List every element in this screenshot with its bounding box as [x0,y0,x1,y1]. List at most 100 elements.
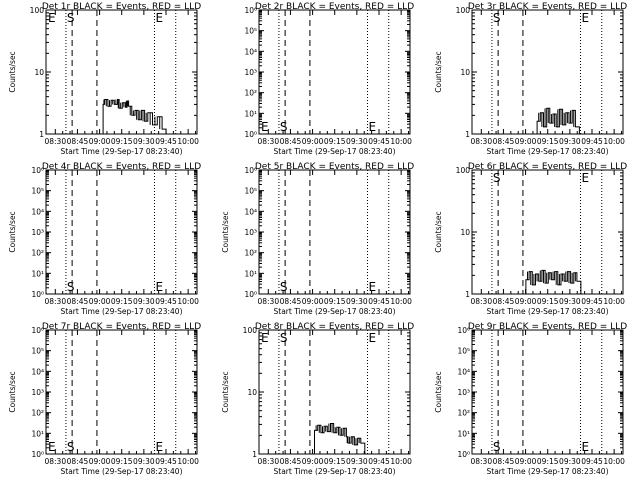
x-tick-label: 08:30 [470,457,492,466]
y-tick-label: 10⁰ [244,290,257,299]
y-axis-label: Counts/sec [434,211,443,252]
panel-8: Det 8r BLACK = Events, RED = LLD 1 10 100 08… [221,322,414,476]
x-axis-label: Start Time (29-Sep-17 08:23:40) [274,307,396,316]
x-axis-label: Start Time (29-Sep-17 08:23:40) [274,147,396,156]
x-tick-label: 09:30 [559,297,581,306]
y-tick-label: 10² [457,409,470,418]
x-tick-label: 10:00 [177,457,199,466]
y-tick-label: 10² [31,409,44,418]
x-tick-label: 08:30 [470,137,492,146]
x-tick-label: 08:45 [67,137,89,146]
x-tick-label: 09:00 [302,297,324,306]
marker-e: E [581,11,589,25]
x-axis-label: Start Time (29-Sep-17 08:23:40) [487,147,609,156]
y-tick-label: 10³ [244,68,257,77]
y-tick-label: 10⁰ [31,450,44,459]
panel-9: Det 9r BLACK = Events, RED = LLD 10⁰ 10¹ 10… [434,322,627,476]
y-tick-label: 10³ [31,388,44,397]
x-tick-label: 09:30 [133,457,155,466]
y-tick-label: 10² [244,249,257,258]
x-tick-label: 09:15 [111,137,133,146]
x-tick-label: 09:30 [346,297,368,306]
y-tick-label: 10⁶ [457,326,470,335]
panel-4: Det 4r BLACK = Events, RED = LLD 10⁰ 10¹ 10… [8,162,201,316]
panel-title: Det 4r BLACK = Events, RED = LLD [42,162,201,172]
y-tick-label: 10 [460,68,470,77]
y-tick-label: 10⁴ [457,367,470,376]
x-tick-label: 10:00 [603,137,625,146]
marker-s: S [493,440,501,454]
x-tick-label: 08:30 [44,457,66,466]
x-tick-label: 09:15 [324,297,346,306]
x-tick-label: 09:45 [368,137,390,146]
x-tick-label: 10:00 [177,297,199,306]
x-tick-label: 10:00 [177,137,199,146]
marker-s: S [67,11,75,25]
y-tick-label: 100 [456,166,471,175]
y-tick-label: 100 [243,326,258,335]
panel-7: Det 7r BLACK = Events, RED = LLD 10⁰ 10¹ 10… [8,322,201,476]
x-tick-label: 08:45 [493,457,515,466]
y-tick-label: 10² [31,249,44,258]
x-tick-label: 10:00 [603,457,625,466]
x-tick-label: 10:00 [603,297,625,306]
x-axis-label: Start Time (29-Sep-17 08:23:40) [61,147,183,156]
y-axis-label: Counts/sec [434,51,443,92]
x-tick-label: 10:00 [390,137,412,146]
y-tick-label: 1 [252,450,257,459]
y-tick-label: 10¹ [457,429,470,438]
plot-frame [258,169,411,295]
panel-title: Det 5r BLACK = Events, RED = LLD [255,162,414,172]
x-tick-label: 08:45 [280,137,302,146]
panel-title: Det 8r BLACK = Events, RED = LLD [255,322,414,332]
x-tick-label: 10:00 [390,457,412,466]
x-tick-label: 08:30 [257,137,279,146]
y-tick-label: 1 [39,130,44,139]
x-tick-label: 09:30 [346,137,368,146]
panel-title: Det 9r BLACK = Events, RED = LLD [468,322,627,332]
plot-frame [471,169,624,295]
panel-title: Det 3r BLACK = Events, RED = LLD [468,2,627,12]
x-tick-label: 09:30 [559,457,581,466]
marker-s: S [493,11,501,25]
x-tick-label: 09:30 [346,457,368,466]
x-tick-label: 09:30 [133,297,155,306]
marker-e: E [48,440,56,454]
x-tick-label: 09:45 [368,297,390,306]
plot-frame [471,9,624,135]
x-tick-label: 09:00 [515,297,537,306]
y-tick-label: 1 [465,130,470,139]
y-tick-label: 10 [34,68,44,77]
x-tick-label: 08:30 [470,297,492,306]
y-tick-label: 100 [456,6,471,15]
y-tick-label: 1 [465,290,470,299]
marker-e: E [261,120,269,134]
x-tick-label: 09:15 [537,137,559,146]
y-tick-label: 10⁴ [31,207,44,216]
x-tick-label: 09:15 [537,297,559,306]
y-tick-label: 10⁵ [244,187,257,196]
x-tick-label: 08:45 [493,297,515,306]
y-tick-label: 10⁵ [31,187,44,196]
y-axis-label: Counts/sec [8,211,17,252]
marker-e: E [261,331,269,345]
y-tick-label: 10⁶ [244,6,257,15]
x-tick-label: 09:15 [111,297,133,306]
x-tick-label: 08:45 [280,297,302,306]
y-tick-label: 10⁵ [244,27,257,36]
marker-s: S [67,440,75,454]
x-axis-label: Start Time (29-Sep-17 08:23:40) [274,467,396,476]
y-tick-label: 10 [247,388,257,397]
plot-frame [45,329,198,455]
y-axis-label: Counts/sec [221,371,230,412]
y-tick-label: 10⁴ [31,367,44,376]
marker-e: E [581,171,589,185]
y-tick-label: 10 [460,228,470,237]
x-tick-label: 09:45 [581,297,603,306]
x-tick-label: 09:45 [155,137,177,146]
x-tick-label: 08:45 [493,137,515,146]
marker-e: E [368,280,376,294]
plot-frame [45,169,198,295]
y-tick-label: 10⁴ [244,207,257,216]
panel-2: Det 2r BLACK = Events, RED = LLD 10⁰ 10¹ 10… [244,2,414,156]
